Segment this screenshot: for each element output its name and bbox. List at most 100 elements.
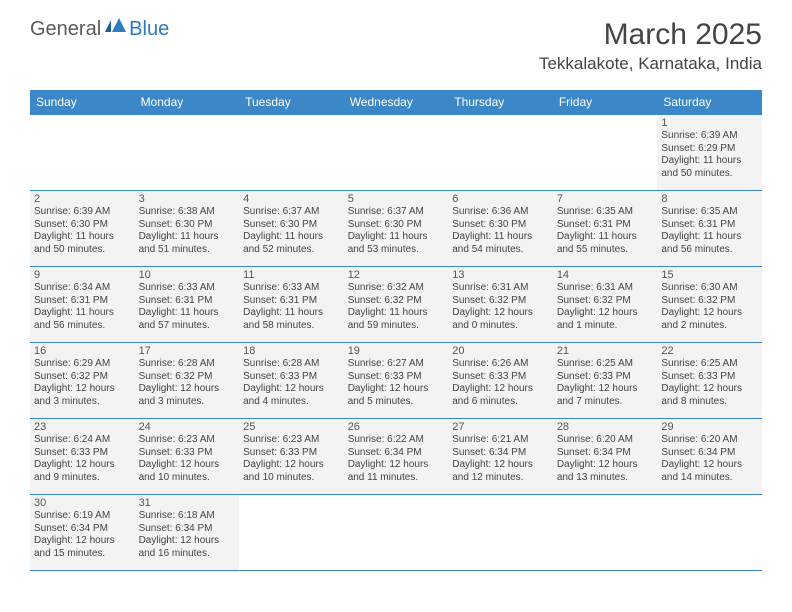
empty-cell [344, 115, 449, 191]
sunset-text: Sunset: 6:34 PM [34, 523, 131, 536]
day-cell: 13Sunrise: 6:31 AMSunset: 6:32 PMDayligh… [448, 267, 553, 343]
sunset-text: Sunset: 6:33 PM [661, 371, 758, 384]
daylight-text: Daylight: 12 hours and 10 minutes. [243, 459, 340, 484]
daylight-text: Daylight: 12 hours and 8 minutes. [661, 383, 758, 408]
sunrise-text: Sunrise: 6:31 AM [452, 282, 549, 295]
sunrise-text: Sunrise: 6:27 AM [348, 358, 445, 371]
daylight-text: Daylight: 11 hours and 58 minutes. [243, 307, 340, 332]
sunrise-text: Sunrise: 6:32 AM [348, 282, 445, 295]
sunrise-text: Sunrise: 6:23 AM [139, 434, 236, 447]
day-number: 28 [557, 421, 654, 433]
day-number: 6 [452, 193, 549, 205]
daylight-text: Daylight: 12 hours and 6 minutes. [452, 383, 549, 408]
daylight-text: Daylight: 11 hours and 59 minutes. [348, 307, 445, 332]
day-header: Saturday [657, 90, 762, 115]
sunrise-text: Sunrise: 6:24 AM [34, 434, 131, 447]
day-number: 2 [34, 193, 131, 205]
daylight-text: Daylight: 12 hours and 16 minutes. [139, 535, 236, 560]
day-number: 4 [243, 193, 340, 205]
day-header: Monday [135, 90, 240, 115]
daylight-text: Daylight: 11 hours and 56 minutes. [661, 231, 758, 256]
sunrise-text: Sunrise: 6:25 AM [557, 358, 654, 371]
day-cell: 14Sunrise: 6:31 AMSunset: 6:32 PMDayligh… [553, 267, 658, 343]
sunset-text: Sunset: 6:33 PM [452, 371, 549, 384]
day-header-row: SundayMondayTuesdayWednesdayThursdayFrid… [30, 90, 762, 115]
day-number: 27 [452, 421, 549, 433]
sunrise-text: Sunrise: 6:30 AM [661, 282, 758, 295]
day-cell: 4Sunrise: 6:37 AMSunset: 6:30 PMDaylight… [239, 191, 344, 267]
daylight-text: Daylight: 11 hours and 51 minutes. [139, 231, 236, 256]
day-cell: 22Sunrise: 6:25 AMSunset: 6:33 PMDayligh… [657, 343, 762, 419]
sunset-text: Sunset: 6:32 PM [661, 295, 758, 308]
sunset-text: Sunset: 6:29 PM [661, 143, 758, 156]
week-row: 9Sunrise: 6:34 AMSunset: 6:31 PMDaylight… [30, 267, 762, 343]
day-number: 20 [452, 345, 549, 357]
sunrise-text: Sunrise: 6:23 AM [243, 434, 340, 447]
week-row: 23Sunrise: 6:24 AMSunset: 6:33 PMDayligh… [30, 419, 762, 495]
daylight-text: Daylight: 11 hours and 55 minutes. [557, 231, 654, 256]
sunrise-text: Sunrise: 6:22 AM [348, 434, 445, 447]
daylight-text: Daylight: 12 hours and 11 minutes. [348, 459, 445, 484]
sunset-text: Sunset: 6:32 PM [34, 371, 131, 384]
daylight-text: Daylight: 12 hours and 0 minutes. [452, 307, 549, 332]
page-header: General Blue March 2025 Tekkalakote, Kar… [0, 0, 792, 82]
daylight-text: Daylight: 12 hours and 2 minutes. [661, 307, 758, 332]
day-number: 18 [243, 345, 340, 357]
sunset-text: Sunset: 6:33 PM [34, 447, 131, 460]
sunset-text: Sunset: 6:34 PM [348, 447, 445, 460]
day-cell: 21Sunrise: 6:25 AMSunset: 6:33 PMDayligh… [553, 343, 658, 419]
day-number: 30 [34, 497, 131, 509]
day-header: Sunday [30, 90, 135, 115]
day-header: Thursday [448, 90, 553, 115]
sunset-text: Sunset: 6:32 PM [557, 295, 654, 308]
daylight-text: Daylight: 12 hours and 4 minutes. [243, 383, 340, 408]
day-cell: 16Sunrise: 6:29 AMSunset: 6:32 PMDayligh… [30, 343, 135, 419]
day-number: 21 [557, 345, 654, 357]
day-cell: 28Sunrise: 6:20 AMSunset: 6:34 PMDayligh… [553, 419, 658, 495]
day-header: Tuesday [239, 90, 344, 115]
day-cell: 17Sunrise: 6:28 AMSunset: 6:32 PMDayligh… [135, 343, 240, 419]
sunrise-text: Sunrise: 6:21 AM [452, 434, 549, 447]
flag-icon [105, 18, 127, 41]
empty-cell [657, 495, 762, 571]
day-cell: 9Sunrise: 6:34 AMSunset: 6:31 PMDaylight… [30, 267, 135, 343]
day-cell: 8Sunrise: 6:35 AMSunset: 6:31 PMDaylight… [657, 191, 762, 267]
daylight-text: Daylight: 12 hours and 3 minutes. [139, 383, 236, 408]
sunrise-text: Sunrise: 6:37 AM [243, 206, 340, 219]
day-number: 24 [139, 421, 236, 433]
day-cell: 31Sunrise: 6:18 AMSunset: 6:34 PMDayligh… [135, 495, 240, 571]
sunset-text: Sunset: 6:31 PM [243, 295, 340, 308]
sunset-text: Sunset: 6:33 PM [557, 371, 654, 384]
daylight-text: Daylight: 12 hours and 14 minutes. [661, 459, 758, 484]
sunrise-text: Sunrise: 6:33 AM [243, 282, 340, 295]
empty-cell [553, 495, 658, 571]
day-cell: 26Sunrise: 6:22 AMSunset: 6:34 PMDayligh… [344, 419, 449, 495]
day-number: 15 [661, 269, 758, 281]
day-number: 7 [557, 193, 654, 205]
day-number: 29 [661, 421, 758, 433]
day-cell: 15Sunrise: 6:30 AMSunset: 6:32 PMDayligh… [657, 267, 762, 343]
sunrise-text: Sunrise: 6:33 AM [139, 282, 236, 295]
week-row: 30Sunrise: 6:19 AMSunset: 6:34 PMDayligh… [30, 495, 762, 571]
sunrise-text: Sunrise: 6:29 AM [34, 358, 131, 371]
sunset-text: Sunset: 6:33 PM [139, 447, 236, 460]
logo-text-blue: Blue [129, 18, 169, 41]
sunrise-text: Sunrise: 6:38 AM [139, 206, 236, 219]
day-number: 9 [34, 269, 131, 281]
day-cell: 20Sunrise: 6:26 AMSunset: 6:33 PMDayligh… [448, 343, 553, 419]
sunset-text: Sunset: 6:34 PM [661, 447, 758, 460]
daylight-text: Daylight: 12 hours and 10 minutes. [139, 459, 236, 484]
day-cell: 18Sunrise: 6:28 AMSunset: 6:33 PMDayligh… [239, 343, 344, 419]
week-row: 16Sunrise: 6:29 AMSunset: 6:32 PM Dayligh… [30, 343, 762, 419]
daylight-text: Daylight: 11 hours and 57 minutes. [139, 307, 236, 332]
sunrise-text: Sunrise: 6:28 AM [139, 358, 236, 371]
day-number: 16 [34, 345, 131, 357]
day-number: 13 [452, 269, 549, 281]
sunset-text: Sunset: 6:31 PM [139, 295, 236, 308]
sunset-text: Sunset: 6:30 PM [348, 219, 445, 232]
day-header: Wednesday [344, 90, 449, 115]
day-cell: 27Sunrise: 6:21 AMSunset: 6:34 PMDayligh… [448, 419, 553, 495]
daylight-text: Daylight: 12 hours and 1 minute. [557, 307, 654, 332]
sunrise-text: Sunrise: 6:39 AM [661, 130, 758, 143]
sunrise-text: Sunrise: 6:18 AM [139, 510, 236, 523]
